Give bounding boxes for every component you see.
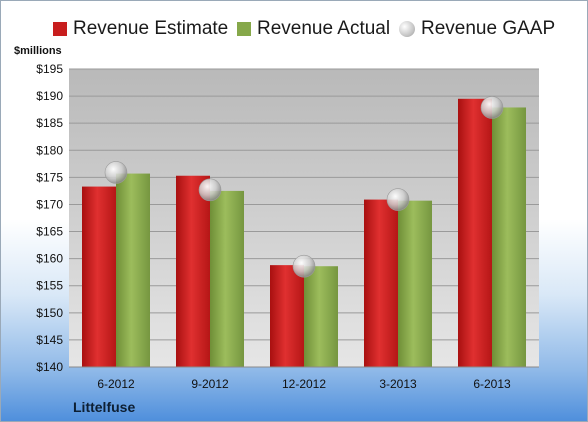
legend-swatch-estimate [53, 22, 67, 36]
gaap-marker [386, 188, 410, 211]
bars [82, 98, 526, 368]
legend-label-estimate: Revenue Estimate [73, 18, 229, 39]
y-tick-label: $170 [36, 197, 63, 211]
gaap-markers [104, 96, 504, 278]
legend-label-actual: Revenue Actual [257, 18, 391, 39]
y-tick-label: $190 [36, 89, 63, 103]
y-tick-label: $145 [36, 333, 63, 347]
y-tick-label: $160 [36, 252, 63, 266]
x-tick-labels: 6-2012 9-2012 12-2012 3-2013 6-2013 [97, 377, 511, 391]
y-tick-label: $140 [36, 360, 63, 374]
bar-actual [492, 107, 526, 368]
x-tick-label: 6-2013 [473, 377, 511, 391]
x-tick-label: 3-2013 [379, 377, 417, 391]
y-tick-label: $165 [36, 225, 63, 239]
bar-actual [398, 200, 432, 367]
legend-label-gaap: Revenue GAAP [421, 18, 556, 39]
y-tick-label: $185 [36, 116, 63, 130]
bar-actual [304, 266, 338, 367]
legend-swatch-actual [237, 22, 251, 36]
legend-item-estimate: Revenue Estimate [53, 18, 228, 40]
legend-item-gaap: Revenue GAAP [399, 18, 555, 40]
y-tick-label: $155 [36, 279, 63, 293]
y-tick-label: $150 [36, 306, 63, 320]
company-name: Littelfuse [73, 399, 136, 415]
x-tick-label: 9-2012 [191, 377, 229, 391]
gaap-marker [292, 254, 316, 278]
bar-estimate [364, 199, 398, 367]
legend: Revenue Estimate Revenue Actual Revenue … [1, 18, 587, 42]
gaap-marker [198, 178, 222, 202]
y-tick-labels: $140 $145 $150 $155 $160 $165 $170 $175 $180 $185… [36, 62, 63, 374]
bar-actual [210, 190, 244, 367]
gaap-marker [104, 161, 128, 184]
x-tick-label: 12-2012 [282, 377, 326, 391]
bar-estimate [82, 186, 116, 367]
y-tick-label: $175 [36, 170, 63, 184]
bar-estimate [270, 265, 304, 367]
bar-actual [116, 173, 150, 367]
bar-estimate [176, 175, 210, 367]
bar-estimate [458, 98, 492, 368]
legend-swatch-gaap [399, 21, 415, 37]
legend-item-actual: Revenue Actual [237, 18, 390, 40]
x-tick-label: 6-2012 [97, 377, 135, 391]
y-axis-label: $millions [14, 45, 62, 57]
y-tick-label: $180 [36, 143, 63, 157]
y-tick-label: $195 [36, 62, 63, 76]
gaap-marker [480, 96, 504, 119]
